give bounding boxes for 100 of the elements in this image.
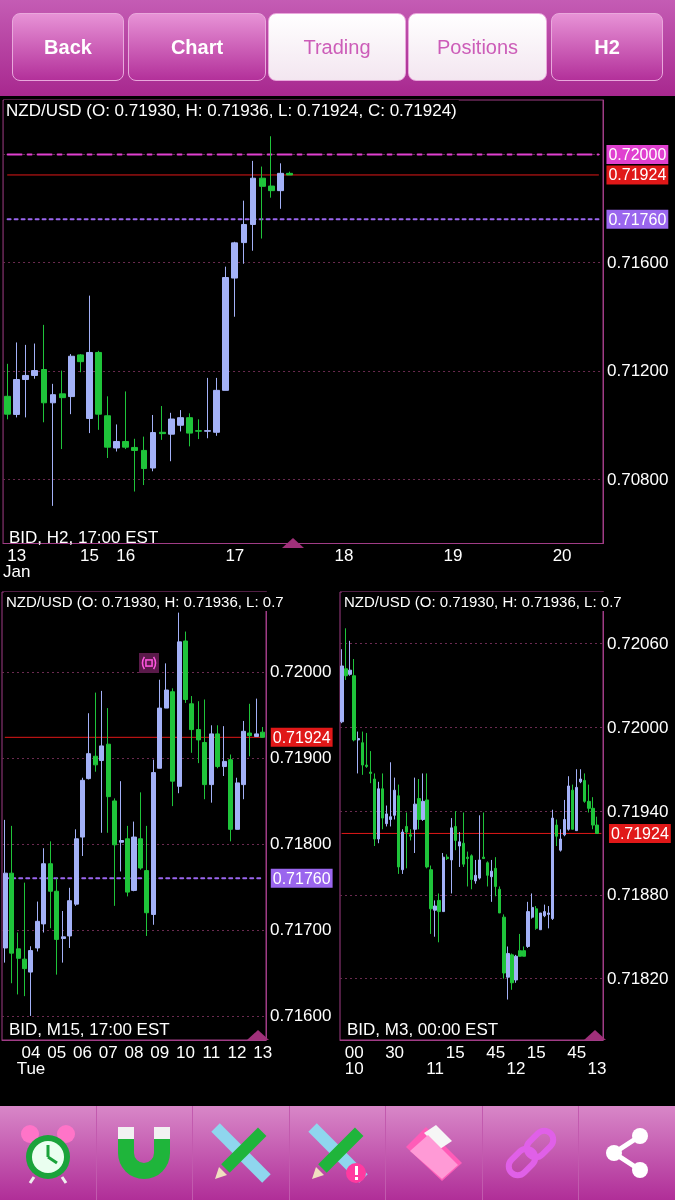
candlestick — [393, 777, 396, 820]
y-tick-label: 0.71800 — [270, 834, 332, 854]
chart-title: NZD/USD (O: 0.71930, H: 0.71936, L: 0.7 — [6, 593, 284, 610]
candlestick — [433, 899, 437, 938]
candlestick — [450, 817, 453, 894]
candlestick — [454, 810, 457, 851]
candlestick — [502, 913, 506, 980]
candlestick — [4, 363, 11, 420]
y-tick-label: 0.72000 — [270, 662, 332, 682]
candlestick — [490, 859, 493, 903]
candlestick — [494, 856, 497, 897]
x-tick-label: 05 — [47, 1042, 67, 1062]
chart-title: NZD/USD (O: 0.71930, H: 0.71936, L: 0.71924, C: 0.71924) — [6, 101, 457, 120]
text: Chart — [128, 13, 266, 81]
x-tick-label: 30 — [385, 1042, 405, 1062]
text: BID, M3, 00:00 EST — [347, 1020, 499, 1039]
candlestick — [348, 640, 352, 677]
x-tick-label: 12 — [506, 1058, 526, 1078]
candlestick — [506, 945, 510, 1001]
candlestick — [401, 828, 404, 875]
candlestick — [95, 350, 102, 431]
candlestick — [514, 954, 518, 984]
candlestick — [131, 821, 137, 892]
candlestick — [222, 725, 227, 777]
candlestick — [241, 200, 247, 265]
y-tick-label: 0.72060 — [607, 634, 669, 654]
text: Back — [12, 13, 124, 81]
x-tick-label: 11 — [426, 1058, 444, 1078]
candlestick — [397, 784, 400, 875]
candlestick — [478, 814, 481, 880]
chart-title: NZD/USD (O: 0.71930, H: 0.71936, L: 0.7 — [344, 593, 622, 610]
candlestick — [486, 860, 489, 887]
candlestick — [151, 759, 156, 926]
candlestick — [409, 828, 412, 841]
candlestick — [498, 885, 501, 914]
x-tick-label: 08 — [124, 1042, 144, 1062]
candlestick — [535, 905, 538, 931]
candlestick — [150, 414, 156, 472]
x-tick-label: 07 — [98, 1042, 118, 1062]
candlestick — [204, 377, 211, 439]
x-tick-label: 15 — [79, 546, 99, 565]
candlestick — [222, 266, 229, 391]
candlestick — [186, 412, 193, 447]
candlestick — [405, 812, 408, 869]
y-tick-label: 0.71200 — [607, 361, 669, 381]
x-tick-label: 18 — [334, 546, 354, 565]
candlestick — [195, 418, 202, 440]
x-tick-label: 00 10 — [344, 1042, 364, 1078]
y-tick-label: 0.71600 — [270, 1006, 332, 1026]
candlestick — [559, 828, 562, 853]
candlestick — [22, 882, 27, 997]
candlestick — [131, 438, 138, 493]
candlestick — [16, 932, 21, 995]
candlestick — [458, 831, 461, 868]
candlestick — [352, 658, 356, 742]
candlestick — [99, 690, 104, 834]
candlestick — [177, 612, 182, 794]
y-tick-label: 0.71940 — [607, 801, 669, 821]
text: BID, M15, 17:00 EST — [9, 1020, 170, 1039]
candlestick — [68, 353, 75, 415]
candlestick — [80, 777, 85, 857]
candlestick — [159, 405, 166, 441]
candlestick — [446, 853, 449, 861]
y-tick-label: 0.72000 — [607, 717, 669, 737]
candlestick — [421, 772, 425, 822]
candlestick — [28, 945, 33, 1017]
candlestick — [209, 724, 214, 804]
candlestick — [22, 344, 29, 418]
text: Positions — [408, 13, 547, 81]
candlestick — [344, 627, 348, 681]
candlestick — [357, 731, 360, 774]
candlestick — [231, 241, 238, 318]
y-tick-label: 0.71880 — [607, 885, 669, 905]
candlestick — [373, 772, 376, 847]
candlestick — [113, 423, 120, 452]
candlestick — [74, 828, 79, 907]
candlestick — [571, 784, 574, 830]
candlestick — [104, 395, 111, 459]
candlestick — [277, 162, 284, 210]
candlestick — [555, 818, 558, 847]
candlestick — [259, 166, 266, 240]
x-tick-label: 12 — [227, 1042, 247, 1062]
x-tick-label: 20 — [552, 546, 572, 565]
candlestick — [215, 724, 220, 769]
candlestick — [413, 777, 417, 854]
candlestick — [112, 797, 117, 907]
candlestick — [470, 853, 473, 890]
y-tick-label: 0.70800 — [607, 469, 669, 489]
candlestick — [3, 819, 8, 964]
candlestick — [119, 780, 124, 872]
candlestick — [9, 825, 14, 984]
x-tick-label: 15 — [526, 1042, 546, 1062]
x-tick-label: 17 — [225, 546, 245, 565]
candlestick — [579, 768, 582, 784]
candlestick — [482, 812, 485, 860]
candlestick — [442, 852, 445, 913]
candlestick — [254, 698, 259, 737]
candlestick — [286, 171, 293, 176]
x-tick-label: 45 — [567, 1042, 587, 1062]
x-tick-label: 13 Jan — [2, 546, 31, 581]
